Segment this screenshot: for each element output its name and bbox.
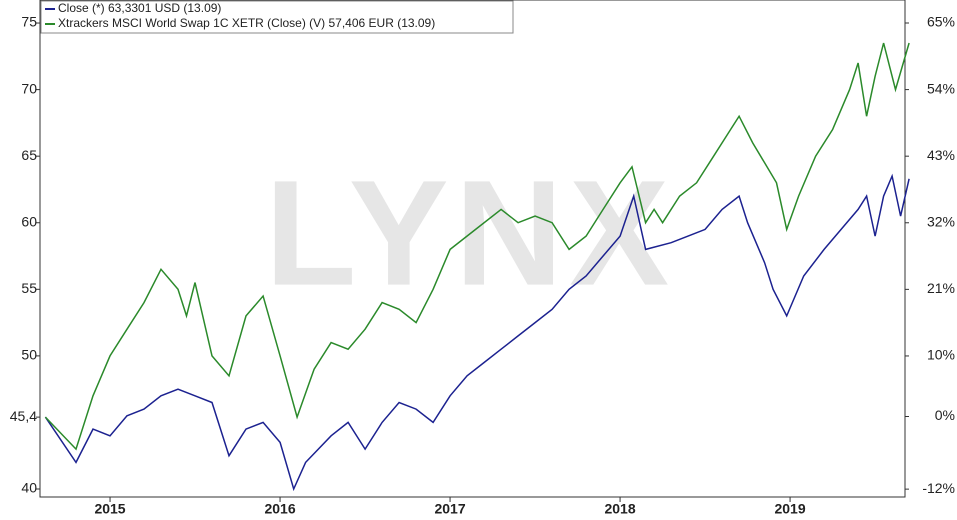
legend-label: Xtrackers MSCI World Swap 1C XETR (Close… xyxy=(58,16,435,30)
series-line xyxy=(44,173,910,492)
y2-tick-label: 21% xyxy=(927,280,955,296)
y-tick-label: 60 xyxy=(21,213,37,229)
x-tick-label: 2015 xyxy=(94,501,125,517)
y2-tick-label: 54% xyxy=(927,80,955,96)
y-tick-label: 65 xyxy=(21,147,37,163)
y-tick-label: 50 xyxy=(21,347,37,363)
y2-tick-label: 65% xyxy=(927,14,955,30)
x-tick-label: 2016 xyxy=(264,501,295,517)
y2-tick-label: 43% xyxy=(927,147,955,163)
series-line xyxy=(44,42,910,451)
y2-tick-label: -12% xyxy=(922,480,955,496)
y-tick-label: 45,4 xyxy=(10,408,37,424)
y2-tick-label: 10% xyxy=(927,347,955,363)
watermark: LYNX xyxy=(265,149,675,317)
y-tick-label: 40 xyxy=(21,480,37,496)
y-tick-label: 55 xyxy=(21,280,37,296)
y2-tick-label: 0% xyxy=(935,407,955,423)
y-tick-label: 70 xyxy=(21,80,37,96)
x-tick-label: 2017 xyxy=(434,501,465,517)
y-tick-label: 75 xyxy=(21,14,37,30)
legend-box xyxy=(40,0,514,34)
plot-frame xyxy=(39,0,906,498)
x-tick-label: 2019 xyxy=(774,501,805,517)
x-tick-label: 2018 xyxy=(604,501,635,517)
y2-tick-label: 32% xyxy=(927,213,955,229)
legend-label: Close (*) 63,3301 USD (13.09) xyxy=(58,1,221,15)
